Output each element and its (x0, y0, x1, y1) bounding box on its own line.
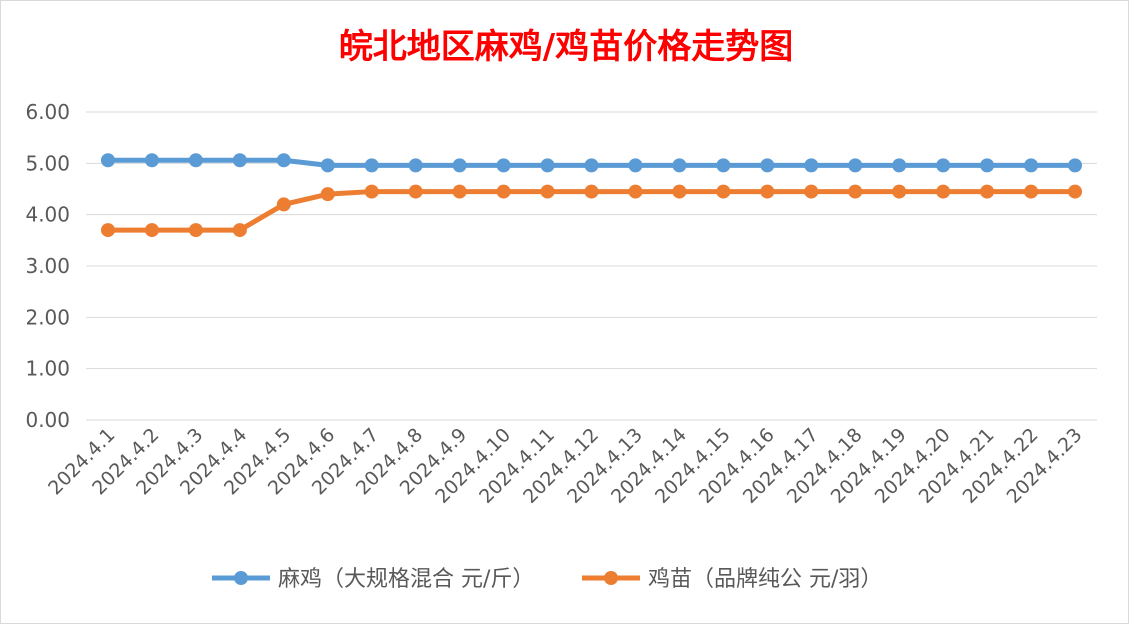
data-point (100, 223, 115, 238)
data-point (716, 158, 731, 173)
legend-label: 鸡苗（品牌纯公 元/羽） (648, 567, 882, 592)
data-point (1024, 184, 1039, 199)
data-point (760, 184, 775, 199)
data-point (188, 223, 203, 238)
data-point (144, 153, 159, 168)
data-point (1068, 184, 1083, 199)
legend-marker (604, 571, 618, 585)
data-point (144, 223, 159, 238)
data-point (672, 158, 687, 173)
data-point (452, 158, 467, 173)
data-point (804, 184, 819, 199)
data-point (276, 197, 291, 212)
data-point (364, 184, 379, 199)
data-point (672, 184, 687, 199)
data-point (364, 158, 379, 173)
data-point (320, 158, 335, 173)
data-point (540, 184, 555, 199)
data-point (892, 184, 907, 199)
y-tick-label: 2.00 (25, 305, 70, 329)
y-tick-label: 3.00 (25, 254, 70, 278)
data-point (628, 184, 643, 199)
legend-marker (234, 571, 248, 585)
data-point (496, 158, 511, 173)
y-tick-label: 1.00 (25, 357, 70, 381)
y-tick-label: 6.00 (25, 100, 70, 124)
legend-item-2: 鸡苗（品牌纯公 元/羽） (582, 567, 882, 592)
data-point (584, 158, 599, 173)
data-point (628, 158, 643, 173)
data-point (232, 223, 247, 238)
data-point (584, 184, 599, 199)
legend: 麻鸡（大规格混合 元/斤） 鸡苗（品牌纯公 元/羽） (212, 567, 882, 592)
data-point (804, 158, 819, 173)
series-layer (100, 153, 1083, 238)
series-2 (100, 184, 1083, 238)
data-point (540, 158, 555, 173)
y-tick-label: 0.00 (25, 408, 70, 432)
data-point (1024, 158, 1039, 173)
data-point (760, 158, 775, 173)
legend-label: 麻鸡（大规格混合 元/斤） (278, 567, 534, 592)
y-axis-ticks: 0.00 1.00 2.00 3.00 4.00 5.00 6.00 (25, 100, 70, 432)
series-1 (100, 153, 1083, 173)
data-point (408, 158, 423, 173)
y-tick-label: 5.00 (25, 151, 70, 175)
chart-title: 皖北地区麻鸡/鸡苗价格走势图 (339, 27, 793, 67)
data-point (232, 153, 247, 168)
data-point (892, 158, 907, 173)
data-point (980, 158, 995, 173)
data-point (100, 153, 115, 168)
data-point (276, 153, 291, 168)
data-point (848, 158, 863, 173)
data-point (408, 184, 423, 199)
data-point (936, 184, 951, 199)
data-point (716, 184, 731, 199)
data-point (452, 184, 467, 199)
data-point (848, 184, 863, 199)
data-point (320, 187, 335, 202)
data-point (496, 184, 511, 199)
legend-item-1: 麻鸡（大规格混合 元/斤） (212, 567, 534, 592)
data-point (936, 158, 951, 173)
data-point (980, 184, 995, 199)
data-point (1068, 158, 1083, 173)
data-point (188, 153, 203, 168)
y-tick-label: 4.00 (25, 203, 70, 227)
